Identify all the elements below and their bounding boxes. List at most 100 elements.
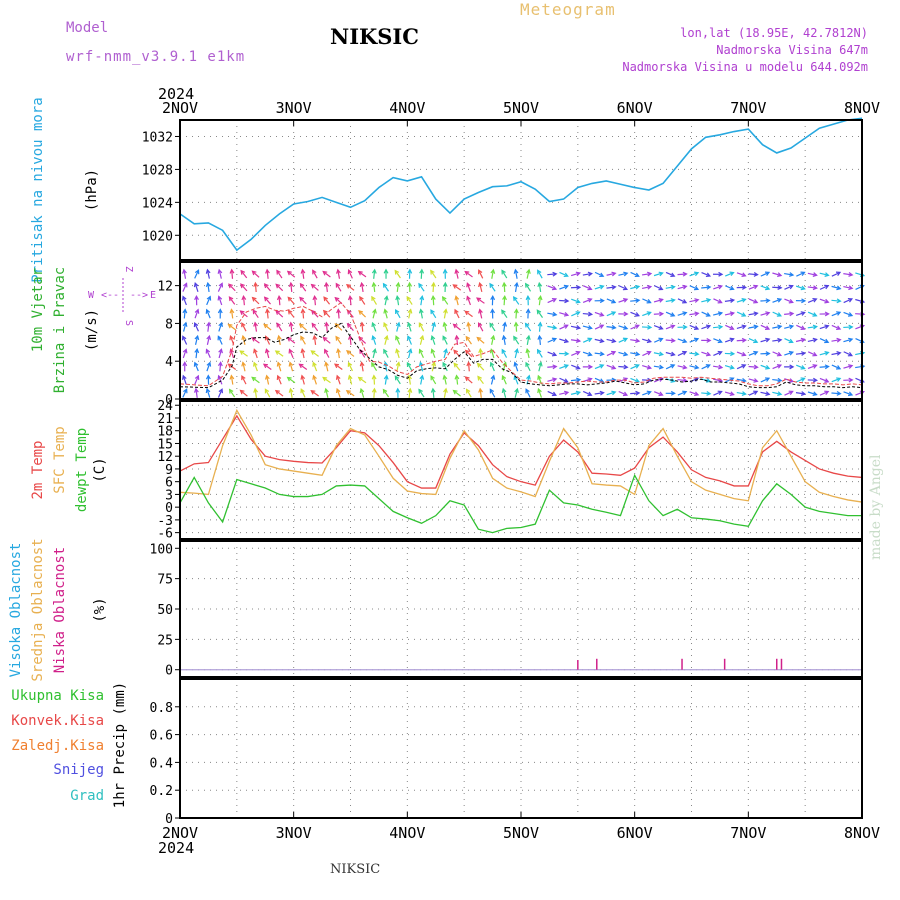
wind-arrow — [312, 375, 317, 385]
wind-arrow — [218, 269, 222, 279]
x-tick-label-top: 3NOV — [276, 99, 312, 117]
wind-arrow-head — [847, 391, 854, 397]
wind-arrow-head — [788, 390, 794, 396]
wind-arrow — [384, 362, 388, 372]
wind-arrow — [677, 338, 687, 343]
y-tick-label: 75 — [157, 573, 173, 588]
wind-arrow — [594, 285, 604, 290]
wind-arrow — [689, 338, 699, 343]
wind-arrow-head — [336, 308, 341, 314]
wind-arrow — [347, 323, 354, 331]
wind-arrow — [571, 364, 580, 370]
wind-arrow — [218, 375, 223, 385]
wind-arrow — [653, 365, 663, 369]
wind-arrow — [641, 273, 652, 276]
wind-arrow — [630, 324, 640, 330]
wind-arrow — [501, 375, 507, 385]
wind-arrow — [182, 349, 187, 359]
wind-arrow — [310, 390, 319, 397]
wind-arrow-head — [646, 271, 653, 277]
wind-arrow-head — [324, 281, 330, 287]
wind-arrow — [784, 272, 794, 276]
wind-arrow — [701, 364, 711, 370]
year-top: 2024 — [158, 85, 194, 103]
wind-arrow-head — [394, 375, 400, 381]
wind-arrow-head — [647, 377, 653, 383]
wind-arrow-head — [741, 285, 747, 290]
wind-arrow-head — [682, 350, 688, 356]
wind-arrow — [630, 352, 640, 356]
wind-arrow — [240, 310, 248, 318]
wind-arrow — [348, 269, 353, 279]
wind-arrow-head — [812, 324, 818, 330]
wind-arrow — [242, 296, 245, 306]
wind-arrow-head — [288, 361, 294, 367]
wind-arrow — [689, 391, 699, 396]
wind-arrow-head — [452, 389, 458, 395]
wind-arrow — [336, 375, 341, 385]
y-tick-label: 1028 — [142, 163, 173, 178]
wind-arrow-head — [717, 350, 723, 356]
wind-arrow-head — [490, 374, 496, 380]
wind-arrow-head — [264, 348, 270, 354]
wind-arrow — [254, 388, 257, 398]
wind-arrow — [477, 376, 484, 385]
wind-arrow-head — [239, 389, 245, 395]
wind-arrow-head — [753, 271, 759, 277]
y-tick-label: 6 — [165, 476, 173, 491]
wind-arrow-head — [537, 295, 543, 301]
wind-arrow-head — [741, 391, 747, 396]
wind-arrow — [419, 362, 424, 372]
wind-arrow — [299, 323, 307, 331]
wind-arrow — [760, 312, 770, 316]
wind-arrow-head — [622, 391, 629, 397]
compass-left-arrow: <-- — [101, 290, 119, 301]
wind-arrow-head — [312, 334, 318, 340]
wind-arrow — [515, 309, 518, 319]
wind-arrow — [772, 364, 782, 370]
wind-arrow-head — [634, 324, 640, 329]
wind-arrow-head — [477, 375, 482, 381]
compass-e: E — [150, 290, 156, 301]
wind-arrow-head — [336, 347, 341, 354]
wind-arrow-head — [217, 268, 223, 274]
wind-arrow-head — [587, 325, 593, 330]
wind-arrow — [819, 325, 829, 330]
wind-arrow — [406, 362, 413, 372]
wind-arrow-head — [718, 271, 724, 277]
wind-arrow-head — [741, 312, 747, 317]
wind-arrow-head — [286, 376, 292, 382]
wind-arrow — [230, 375, 234, 385]
wind-arrow-head — [239, 350, 245, 355]
wind-arrow-head — [788, 378, 795, 383]
wind-arrow-head — [753, 284, 759, 290]
wind-arrow — [724, 312, 734, 316]
wind-arrow — [251, 337, 260, 344]
wind-arrow-head — [407, 281, 413, 287]
wind-arrow-head — [658, 351, 664, 357]
wind-arrow — [489, 323, 496, 332]
wind-arrow-head — [194, 269, 200, 275]
wind-arrow — [324, 349, 330, 358]
wind-arrow — [420, 269, 423, 279]
wind-arrow-head — [454, 334, 460, 340]
wind-arrow-head — [705, 324, 712, 330]
wind-arrow-head — [274, 389, 280, 395]
wind-arrow — [748, 312, 758, 316]
wind-arrow — [489, 283, 496, 292]
wind-arrow-head — [623, 298, 629, 303]
wind-arrow-head — [288, 321, 294, 327]
wind-arrow — [843, 391, 853, 396]
wind-arrow — [796, 271, 805, 277]
wind-arrow-head — [418, 361, 424, 367]
temp-line-sfc — [179, 408, 863, 503]
wind-arrow — [618, 351, 628, 356]
wind-arrow — [665, 299, 675, 303]
wind-arrow — [606, 311, 616, 317]
precip-label: Ukupna Kisa — [11, 688, 104, 704]
wind-arrow-head — [812, 285, 818, 291]
wind-arrow — [547, 325, 557, 329]
wind-arrow — [665, 364, 675, 370]
wind-arrow — [290, 282, 293, 293]
wind-arrow-head — [622, 337, 629, 343]
